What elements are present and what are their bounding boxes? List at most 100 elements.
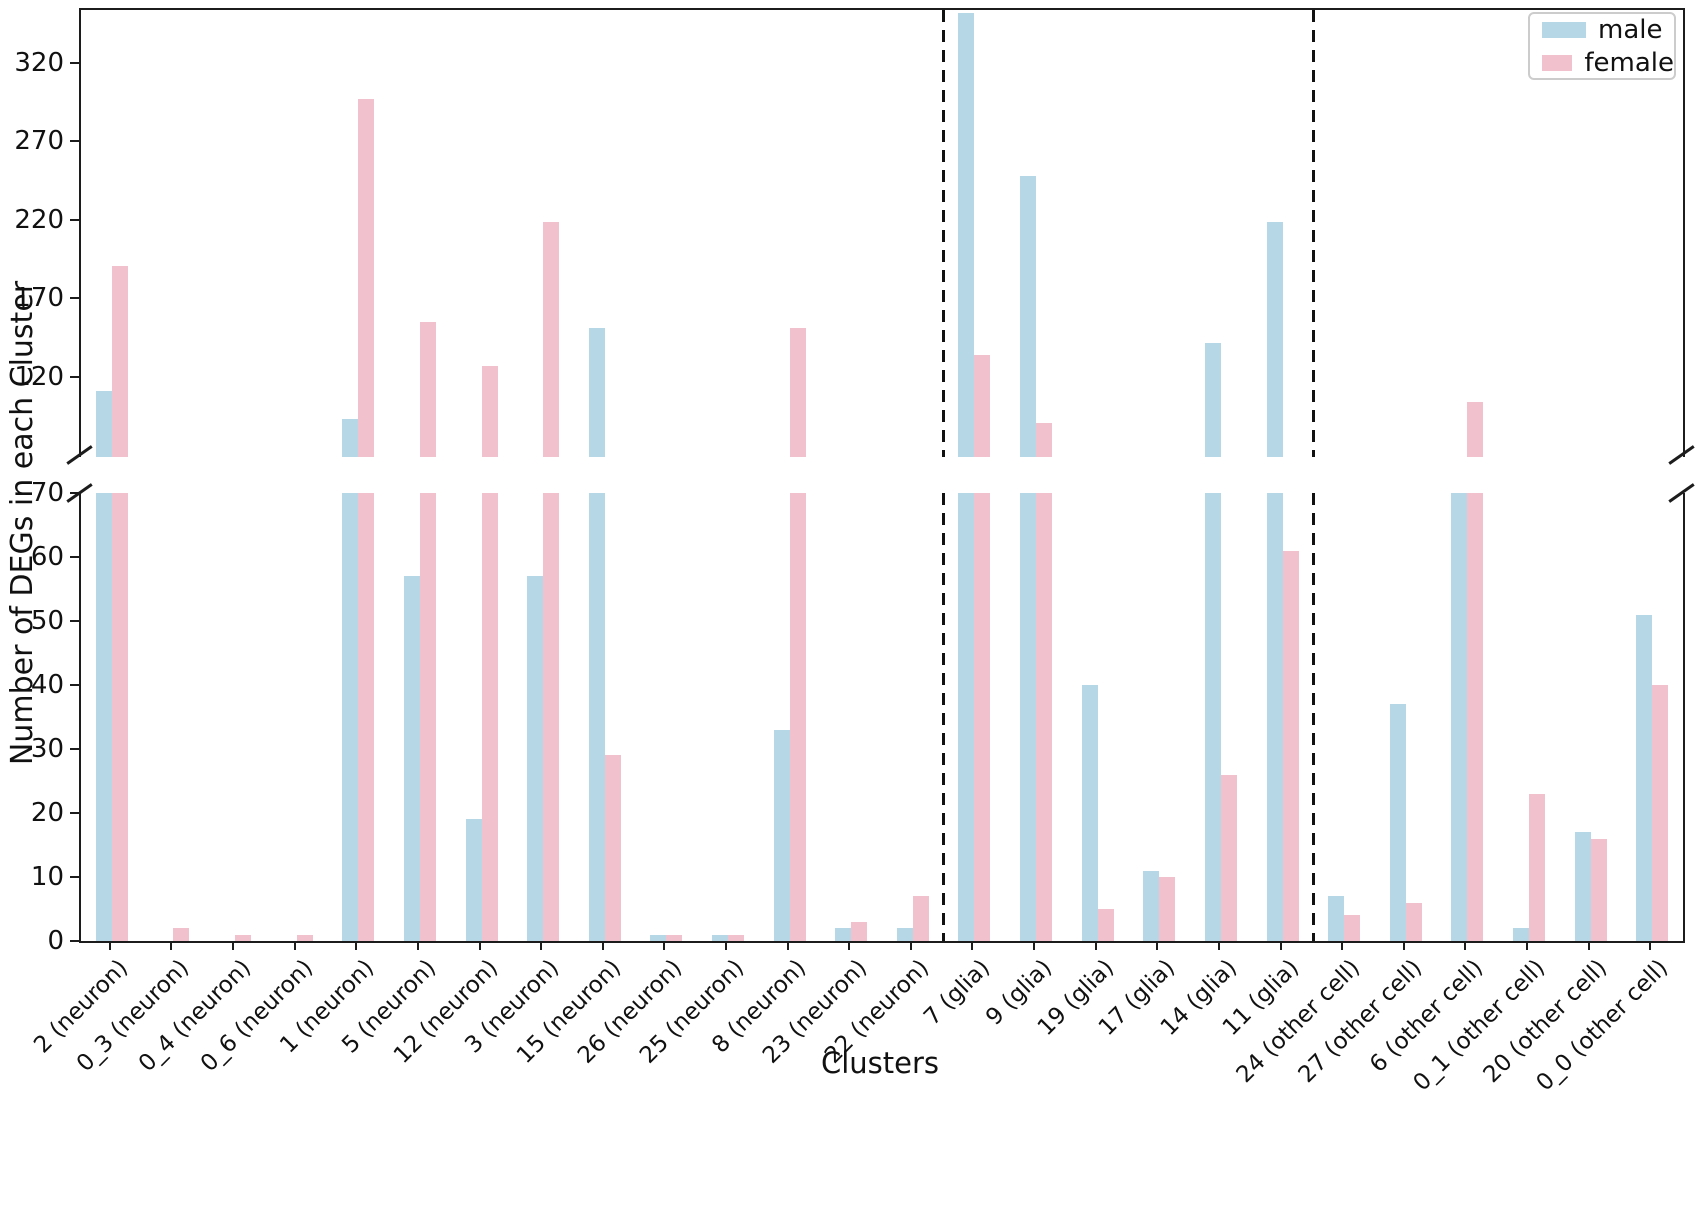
x-axis-tick <box>1341 941 1344 950</box>
bar-female-6-other-cell- <box>1467 402 1484 457</box>
y-axis-tick-label: 60 <box>30 542 64 572</box>
x-axis-tick <box>663 941 666 950</box>
bar-female-19-glia- <box>1097 909 1114 941</box>
bar-female-9-glia- <box>1036 493 1053 941</box>
x-axis-tick <box>1156 941 1159 950</box>
bar-female-1-neuron- <box>358 493 375 941</box>
bar-female-22-neuron- <box>912 896 929 941</box>
y-axis-tick <box>70 620 79 622</box>
bar-male-6-other-cell- <box>1451 493 1468 941</box>
x-axis-tick <box>540 941 543 950</box>
y-axis-tick <box>70 940 79 942</box>
bar-male-23-neuron- <box>835 928 852 941</box>
y-axis-tick <box>70 876 79 878</box>
cell-type-separator-line <box>1311 10 1315 457</box>
y-axis-tick <box>70 375 79 378</box>
legend-label-male: male <box>1598 14 1663 45</box>
x-axis-tick <box>1402 941 1405 950</box>
x-axis-tick <box>108 941 111 950</box>
bar-female-0_1-other-cell- <box>1528 793 1545 941</box>
legend-label-female: female <box>1584 47 1674 78</box>
bar-male-14-glia- <box>1204 493 1221 941</box>
y-axis-tick-label: 70 <box>30 478 64 508</box>
y-axis-tick <box>70 140 79 143</box>
x-axis-tick <box>478 941 481 950</box>
x-axis-tick <box>724 941 727 950</box>
y-axis-tick <box>70 684 79 686</box>
broken-axis-upper-panel <box>79 8 1685 457</box>
y-axis-tick <box>70 218 79 221</box>
bar-male-14-glia- <box>1204 342 1221 457</box>
y-axis-tick <box>70 61 79 64</box>
y-axis-tick-label: 170 <box>14 283 64 314</box>
bar-male-11-glia- <box>1266 493 1283 941</box>
bar-male-7-glia- <box>958 13 975 457</box>
y-axis-tick-label: 0 <box>47 926 64 956</box>
y-axis-tick-label: 20 <box>30 798 64 828</box>
bar-female-9-glia- <box>1036 422 1053 457</box>
bar-female-1-neuron- <box>358 99 375 457</box>
bar-male-0_1-other-cell- <box>1512 928 1529 941</box>
bar-male-8-neuron- <box>773 729 790 941</box>
x-axis-tick <box>971 941 974 950</box>
x-axis-tick <box>1649 941 1652 950</box>
y-axis-tick-label: 220 <box>14 204 64 235</box>
legend-swatch-male <box>1542 21 1586 38</box>
bar-male-22-neuron- <box>896 928 913 941</box>
y-axis-tick <box>70 748 79 750</box>
bar-female-2-neuron- <box>111 265 128 457</box>
bar-female-2-neuron- <box>111 493 128 941</box>
bar-male-15-neuron- <box>588 493 605 941</box>
x-axis-tick <box>909 941 912 950</box>
bar-female-8-neuron- <box>789 328 806 457</box>
bar-female-7-glia- <box>974 493 991 941</box>
bar-male-25-neuron- <box>711 934 728 941</box>
x-axis-tick <box>1217 941 1220 950</box>
bar-female-0_4-neuron- <box>235 934 252 941</box>
bar-male-3-neuron- <box>527 576 544 941</box>
bar-female-12-neuron- <box>481 493 498 941</box>
chart-figure: Number of DEGs in each Cluster Clusters … <box>5 8 1695 1097</box>
bar-male-0_0-other-cell- <box>1636 614 1653 941</box>
y-axis-tick-label: 40 <box>30 670 64 700</box>
bar-female-26-neuron- <box>666 934 683 941</box>
bar-female-5-neuron- <box>419 322 436 457</box>
bar-male-9-glia- <box>1020 176 1037 457</box>
x-axis-tick <box>786 941 789 950</box>
legend-item-male: male <box>1542 17 1674 43</box>
bar-female-0_6-neuron- <box>296 934 313 941</box>
bar-female-27-other-cell- <box>1405 902 1422 941</box>
y-axis-tick <box>70 297 79 300</box>
cell-type-separator-line <box>942 10 946 457</box>
bar-male-11-glia- <box>1266 221 1283 457</box>
bar-male-2-neuron- <box>95 493 112 941</box>
y-axis-tick <box>70 556 79 558</box>
y-axis-tick-label: 30 <box>30 734 64 764</box>
legend-swatch-female <box>1542 54 1573 71</box>
x-axis-tick <box>416 941 419 950</box>
bar-male-1-neuron- <box>342 493 359 941</box>
y-axis-tick-label: 120 <box>14 361 64 392</box>
bar-female-25-neuron- <box>727 934 744 941</box>
x-axis-tick <box>293 941 296 950</box>
bar-female-23-neuron- <box>851 921 868 941</box>
x-axis-tick <box>232 941 235 950</box>
bar-female-6-other-cell- <box>1467 493 1484 941</box>
bar-male-20-other-cell- <box>1574 832 1591 941</box>
bar-male-24-other-cell- <box>1328 896 1345 941</box>
x-axis-tick <box>1464 941 1467 950</box>
bar-male-1-neuron- <box>342 419 359 457</box>
bar-female-14-glia- <box>1220 774 1237 941</box>
bar-female-0_0-other-cell- <box>1652 685 1669 941</box>
y-axis-tick-label: 320 <box>14 47 64 78</box>
bar-female-17-glia- <box>1159 877 1176 941</box>
bar-female-0_3-neuron- <box>173 928 190 941</box>
x-axis-tick <box>1525 941 1528 950</box>
y-axis-tick-label: 50 <box>30 606 64 636</box>
bar-male-26-neuron- <box>650 934 667 941</box>
x-axis-tick <box>170 941 173 950</box>
x-axis-tick <box>1587 941 1590 950</box>
cell-type-separator-line <box>1311 493 1315 941</box>
y-axis-tick-label: 10 <box>30 862 64 892</box>
x-axis-tick <box>601 941 604 950</box>
